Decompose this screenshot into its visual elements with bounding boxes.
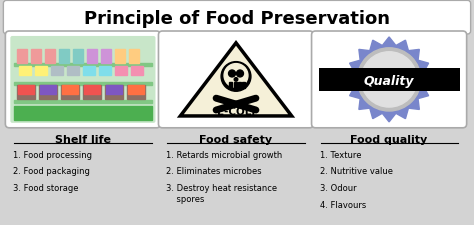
Text: Principle of Food Preservation: Principle of Food Preservation xyxy=(84,10,390,28)
FancyBboxPatch shape xyxy=(5,32,161,128)
Bar xyxy=(51,66,63,76)
Polygon shape xyxy=(180,44,292,116)
Circle shape xyxy=(237,71,244,78)
Bar xyxy=(243,83,246,89)
Text: 1. Retards microbial growth: 1. Retards microbial growth xyxy=(166,150,283,159)
Text: 3. Food storage: 3. Food storage xyxy=(13,183,79,192)
Bar xyxy=(17,50,27,63)
Bar xyxy=(59,50,69,63)
Bar xyxy=(115,66,127,76)
Polygon shape xyxy=(346,38,432,122)
Text: Food quality: Food quality xyxy=(350,134,428,144)
Bar xyxy=(83,86,101,100)
Circle shape xyxy=(224,64,248,88)
Bar xyxy=(99,66,111,76)
Bar xyxy=(101,50,111,63)
Text: 1. Food processing: 1. Food processing xyxy=(13,150,92,159)
Bar xyxy=(84,86,100,95)
Text: E-COLI: E-COLI xyxy=(217,107,255,117)
Bar xyxy=(17,86,35,100)
Bar xyxy=(14,83,152,86)
Circle shape xyxy=(361,52,417,108)
Text: 2. Food packaging: 2. Food packaging xyxy=(13,166,90,176)
Bar xyxy=(14,101,152,104)
Bar xyxy=(35,66,47,76)
Text: 3. Odour: 3. Odour xyxy=(319,183,356,192)
Bar xyxy=(128,86,144,95)
Bar xyxy=(127,86,145,100)
Bar xyxy=(19,66,31,76)
Bar xyxy=(234,83,237,89)
Bar xyxy=(87,50,97,63)
Bar xyxy=(128,50,138,63)
Bar xyxy=(14,63,152,66)
FancyBboxPatch shape xyxy=(311,32,466,128)
Circle shape xyxy=(234,78,238,82)
Bar xyxy=(40,86,56,95)
Bar xyxy=(106,86,122,95)
Bar xyxy=(131,66,143,76)
FancyBboxPatch shape xyxy=(3,1,471,35)
Text: Shelf life: Shelf life xyxy=(55,134,111,144)
Text: 2. Nutritive value: 2. Nutritive value xyxy=(319,166,392,176)
Text: Food safety: Food safety xyxy=(200,134,273,144)
Circle shape xyxy=(221,62,251,92)
Bar xyxy=(39,86,57,100)
Bar xyxy=(67,66,79,76)
Bar xyxy=(229,83,232,89)
Bar xyxy=(45,50,55,63)
Bar xyxy=(115,50,125,63)
FancyBboxPatch shape xyxy=(10,37,155,123)
Text: 4. Flavours: 4. Flavours xyxy=(319,200,366,209)
Bar xyxy=(83,66,95,76)
Text: 1. Texture: 1. Texture xyxy=(319,150,361,159)
Bar xyxy=(73,50,83,63)
Bar xyxy=(105,86,123,100)
Bar xyxy=(319,68,460,92)
Text: 2. Eliminates microbes: 2. Eliminates microbes xyxy=(166,166,262,176)
Circle shape xyxy=(228,71,236,78)
Bar xyxy=(238,83,241,89)
Bar xyxy=(18,86,34,95)
Bar xyxy=(31,50,41,63)
Text: Quality: Quality xyxy=(364,74,414,88)
FancyBboxPatch shape xyxy=(158,32,313,128)
Bar xyxy=(14,107,152,120)
Circle shape xyxy=(357,49,421,112)
Bar xyxy=(61,86,79,100)
Bar xyxy=(62,86,78,95)
Text: 3. Destroy heat resistance
    spores: 3. Destroy heat resistance spores xyxy=(166,183,278,203)
